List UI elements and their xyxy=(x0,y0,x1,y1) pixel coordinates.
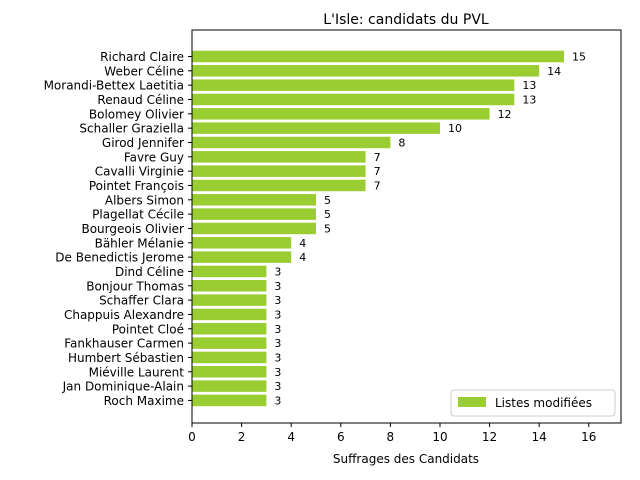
bar xyxy=(192,394,267,407)
bar xyxy=(192,165,366,177)
category-label: Girod Jennifer xyxy=(102,136,184,150)
category-label: De Benedictis Jerome xyxy=(55,251,184,265)
bar xyxy=(192,251,292,263)
value-label: 14 xyxy=(547,65,561,78)
value-label: 7 xyxy=(374,179,381,192)
x-tick-label: 8 xyxy=(387,430,395,444)
category-label: Albers Simon xyxy=(105,193,184,207)
category-label: Bourgeois Olivier xyxy=(81,222,184,236)
value-label: 5 xyxy=(324,222,331,235)
x-tick-label: 12 xyxy=(482,430,497,444)
category-label: Miéville Laurent xyxy=(89,365,185,379)
value-label: 3 xyxy=(274,351,281,364)
category-label: Renaud Céline xyxy=(97,93,184,107)
value-label: 4 xyxy=(299,237,306,250)
category-label: Bähler Mélanie xyxy=(95,236,184,250)
legend-label: Listes modifiées xyxy=(495,396,592,410)
value-label: 13 xyxy=(522,79,536,92)
bars-group xyxy=(192,50,564,407)
category-label: Pointet François xyxy=(89,179,184,193)
category-label: Morandi-Bettex Laetitia xyxy=(44,79,184,93)
value-label: 8 xyxy=(398,136,405,149)
value-label: 3 xyxy=(274,366,281,379)
value-label: 3 xyxy=(274,323,281,336)
x-tick-label: 14 xyxy=(532,430,547,444)
category-label: Schaffer Clara xyxy=(99,294,184,308)
bar xyxy=(192,151,366,163)
bar xyxy=(192,65,540,77)
value-label: 10 xyxy=(448,122,462,135)
value-label: 4 xyxy=(299,251,306,264)
x-tick-label: 4 xyxy=(287,430,295,444)
bar xyxy=(192,280,267,292)
bar xyxy=(192,351,267,364)
category-label: Roch Maxime xyxy=(104,394,184,408)
x-tick-label: 2 xyxy=(238,430,246,444)
bar xyxy=(192,93,515,106)
x-tick-label: 10 xyxy=(432,430,447,444)
legend-box xyxy=(450,389,616,417)
x-tick-label: 6 xyxy=(337,430,345,444)
bar xyxy=(192,122,440,134)
category-label: Chappuis Alexandre xyxy=(64,308,184,322)
category-label: Plagellat Cécile xyxy=(92,208,184,222)
bar xyxy=(192,194,316,206)
value-label: 12 xyxy=(498,108,512,121)
category-label: Humbert Sébastien xyxy=(68,351,184,365)
chart-title: L'Isle: candidats du PVL xyxy=(323,12,489,28)
x-axis: 0 2 4 6 8 10 12 14 16 xyxy=(188,423,596,444)
bar xyxy=(192,265,267,278)
value-label: 3 xyxy=(274,394,281,407)
value-label: 5 xyxy=(324,194,331,207)
legend-swatch xyxy=(458,397,486,407)
bar xyxy=(192,136,391,149)
value-label: 3 xyxy=(274,380,281,393)
bar xyxy=(192,323,267,335)
bar xyxy=(192,294,267,306)
bar xyxy=(192,237,292,249)
bar xyxy=(192,79,515,91)
value-label: 3 xyxy=(274,337,281,350)
category-label: Richard Claire xyxy=(100,50,184,64)
category-label: Dind Céline xyxy=(115,265,184,279)
bar xyxy=(192,380,267,392)
bar xyxy=(192,179,366,192)
category-label: Cavalli Virginie xyxy=(95,165,184,179)
category-label: Bonjour Thomas xyxy=(86,279,184,293)
plot-frame xyxy=(191,29,622,424)
category-label: Weber Céline xyxy=(104,64,184,78)
category-label: Jan Dominique-Alain xyxy=(62,380,184,394)
value-label: 5 xyxy=(324,208,331,221)
bar xyxy=(192,208,316,220)
x-axis-label: Suffrages des Candidats xyxy=(333,452,479,466)
bar xyxy=(192,50,564,63)
x-tick-label: 16 xyxy=(581,430,596,444)
value-label: 15 xyxy=(572,51,586,64)
value-label: 13 xyxy=(522,93,536,106)
bar xyxy=(192,366,267,378)
legend: Listes modifiées xyxy=(450,389,616,417)
value-label: 3 xyxy=(274,265,281,278)
bar xyxy=(192,337,267,349)
category-label: Fankhauser Carmen xyxy=(64,337,184,351)
bar xyxy=(192,108,490,120)
category-label: Favre Guy xyxy=(124,150,184,164)
bar xyxy=(192,308,267,321)
x-tick-label: 0 xyxy=(188,430,196,444)
bar xyxy=(192,222,316,235)
category-label: Pointet Cloé xyxy=(112,322,184,336)
value-label: 3 xyxy=(274,294,281,307)
category-label: Bolomey Olivier xyxy=(89,107,184,121)
value-label: 3 xyxy=(274,308,281,321)
category-label: Schaller Graziella xyxy=(79,122,184,136)
value-label: 3 xyxy=(274,280,281,293)
value-label: 7 xyxy=(374,151,381,164)
value-label: 7 xyxy=(374,165,381,178)
